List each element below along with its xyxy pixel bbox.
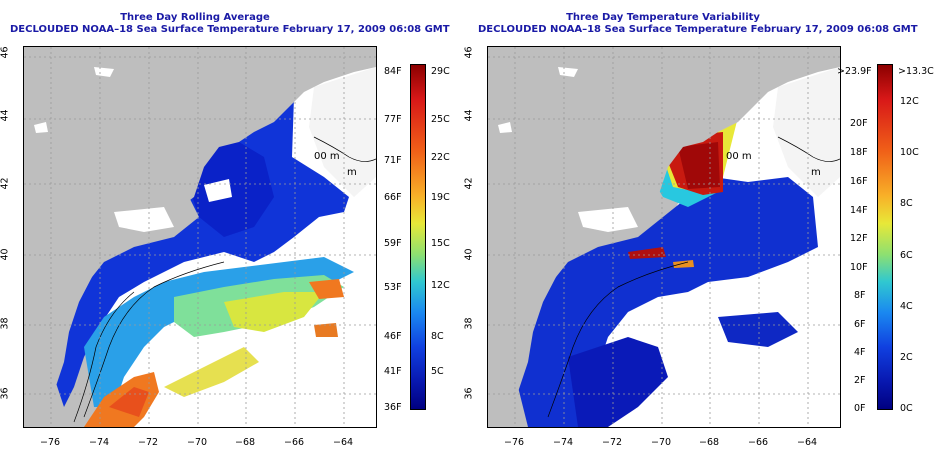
- left-lat-tick: 40: [0, 248, 11, 261]
- right-cbar-c-label: 10C: [900, 147, 919, 158]
- right-contour-label-1: 00 m: [726, 151, 752, 162]
- left-lat-tick: 38: [0, 317, 11, 330]
- left-lon-tick: −64: [333, 437, 354, 448]
- right-cbar-f-label: 14F: [850, 205, 868, 216]
- right-cbar-f-label: 12F: [850, 233, 868, 244]
- right-lon-tick: −74: [553, 437, 574, 448]
- left-map-title-1: Three Day Rolling Average: [120, 12, 270, 23]
- right-colorbar: [877, 64, 893, 410]
- left-lon-tick: −72: [138, 437, 159, 448]
- left-cbar-f-label: 77F: [384, 114, 402, 125]
- left-cbar-f-label: 59F: [384, 238, 402, 249]
- right-cbar-f-label: >23.9F: [837, 66, 872, 77]
- right-cbar-f-label: 20F: [850, 118, 868, 129]
- right-lat-tick: 36: [463, 387, 475, 400]
- right-lat-tick: 44: [463, 109, 475, 122]
- right-lat-tick: 42: [463, 177, 475, 190]
- right-cbar-f-label: 18F: [850, 147, 868, 158]
- right-lon-tick: −70: [651, 437, 672, 448]
- left-lat-tick: 46: [0, 46, 11, 59]
- left-cbar-c-label: 8C: [431, 331, 444, 342]
- right-cbar-f-label: 16F: [850, 176, 868, 187]
- left-lon-tick: −66: [284, 437, 305, 448]
- right-lat-tick: 38: [463, 317, 475, 330]
- right-map-title-1: Three Day Temperature Variability: [566, 12, 760, 23]
- left-cbar-f-label: 53F: [384, 282, 402, 293]
- left-lon-tick: −70: [187, 437, 208, 448]
- left-map-title-2: DECLOUDED NOAA–18 Sea Surface Temperatur…: [10, 24, 450, 35]
- right-lon-tick: −64: [797, 437, 818, 448]
- left-map-panel: 00 m m: [23, 46, 377, 428]
- left-map-image: 00 m m: [24, 47, 376, 427]
- right-cbar-c-label: 2C: [900, 352, 913, 363]
- right-cbar-c-label: 12C: [900, 96, 919, 107]
- left-cbar-c-label: 19C: [431, 192, 450, 203]
- right-lon-tick: −72: [602, 437, 623, 448]
- left-cbar-c-label: 15C: [431, 238, 450, 249]
- right-cbar-c-label: 4C: [900, 301, 913, 312]
- left-lat-tick: 44: [0, 109, 11, 122]
- left-cbar-c-label: 22C: [431, 152, 450, 163]
- right-cbar-f-label: 10F: [850, 262, 868, 273]
- left-cbar-c-label: 5C: [431, 366, 444, 377]
- right-cbar-c-label: 6C: [900, 250, 913, 261]
- right-lat-tick: 40: [463, 248, 475, 261]
- right-lon-tick: −66: [748, 437, 769, 448]
- right-map-title-2: DECLOUDED NOAA–18 Sea Surface Temperatur…: [478, 24, 918, 35]
- right-cbar-f-label: 4F: [854, 347, 866, 358]
- right-cbar-f-label: 8F: [854, 290, 866, 301]
- right-map-panel: 00 m m: [487, 46, 841, 428]
- left-cbar-f-label: 46F: [384, 331, 402, 342]
- left-lon-tick: −74: [89, 437, 110, 448]
- left-cbar-c-label: 12C: [431, 280, 450, 291]
- right-lon-tick: −68: [699, 437, 720, 448]
- right-map-image: 00 m m: [488, 47, 840, 427]
- left-lat-tick: 36: [0, 387, 11, 400]
- right-contour-label-2: m: [811, 167, 821, 178]
- left-cbar-c-label: 25C: [431, 114, 450, 125]
- left-contour-label-2: m: [347, 167, 357, 178]
- left-cbar-f-label: 71F: [384, 155, 402, 166]
- right-cbar-c-label: 0C: [900, 403, 913, 414]
- left-cbar-f-label: 36F: [384, 402, 402, 413]
- left-lat-tick: 42: [0, 177, 11, 190]
- right-lat-tick: 46: [463, 46, 475, 59]
- right-cbar-f-label: 2F: [854, 375, 866, 386]
- left-contour-label-1: 00 m: [314, 151, 340, 162]
- left-lon-tick: −68: [235, 437, 256, 448]
- right-cbar-f-label: 0F: [854, 403, 866, 414]
- left-lon-tick: −76: [40, 437, 61, 448]
- right-lon-tick: −76: [504, 437, 525, 448]
- left-cbar-f-label: 41F: [384, 366, 402, 377]
- right-cbar-c-label: 8C: [900, 198, 913, 209]
- left-colorbar: [410, 64, 426, 410]
- left-cbar-f-label: 84F: [384, 66, 402, 77]
- right-cbar-c-label: >13.3C: [898, 66, 934, 77]
- left-cbar-f-label: 66F: [384, 192, 402, 203]
- left-cbar-c-label: 29C: [431, 66, 450, 77]
- right-cbar-f-label: 6F: [854, 319, 866, 330]
